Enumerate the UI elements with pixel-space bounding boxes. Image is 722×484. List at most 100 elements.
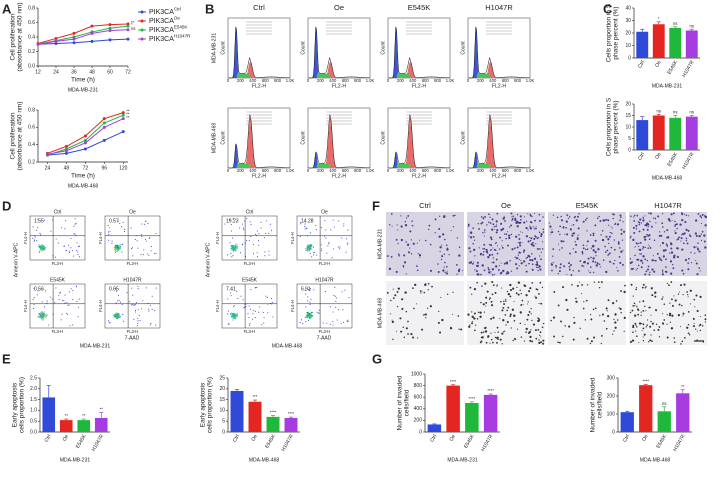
cell [527, 254, 530, 258]
cell [401, 298, 404, 301]
event-dot [155, 287, 157, 289]
cell [564, 325, 566, 327]
cell [651, 340, 653, 343]
cell [636, 214, 639, 217]
cell [496, 252, 499, 255]
cell [512, 215, 515, 217]
cell [417, 337, 419, 339]
plot-y-label: FL4-H [23, 232, 28, 244]
quadrant-value: 19.23 [226, 218, 239, 224]
cell [390, 313, 392, 315]
cell [632, 295, 634, 297]
cell [421, 328, 424, 331]
event-dot [232, 248, 234, 250]
cell [561, 247, 563, 249]
cell [653, 239, 656, 242]
cell [642, 336, 644, 338]
data-point [54, 36, 58, 40]
event-dot [41, 246, 43, 248]
event-dot [115, 314, 118, 316]
event-dot [263, 322, 265, 324]
cell [499, 338, 502, 341]
legend-name: Oe [174, 16, 181, 21]
cell [496, 341, 498, 344]
cell [494, 291, 497, 294]
cell [666, 236, 668, 239]
cell [481, 248, 483, 250]
cell [424, 313, 427, 316]
legend-label: PIK3CAH1047R [149, 34, 191, 43]
cell [589, 271, 591, 274]
cell [540, 235, 543, 238]
cell [672, 267, 675, 270]
event-dot [41, 310, 43, 313]
event-dot [132, 255, 134, 257]
significance: ns [690, 23, 694, 28]
cell [683, 232, 686, 235]
cell [644, 273, 647, 276]
cell [598, 215, 600, 218]
cell [582, 220, 585, 223]
cell [523, 221, 526, 224]
event-dot [239, 227, 241, 229]
event-dot [140, 308, 143, 310]
cell [520, 304, 523, 306]
cell [499, 318, 501, 320]
cell [516, 286, 518, 288]
y-axis-label: Annexin V-APC [13, 242, 19, 277]
data-point [102, 117, 106, 121]
cell [676, 247, 679, 250]
y-tick-label: 2.0 [30, 386, 37, 392]
cell [662, 226, 664, 228]
cell [468, 235, 470, 237]
event-dot [305, 248, 307, 250]
event-dot [268, 254, 270, 256]
event-dot [65, 220, 67, 222]
x-tick-label: Ctrl [637, 152, 646, 162]
cell [510, 327, 512, 329]
event-dot [116, 249, 118, 251]
cell [612, 217, 614, 220]
event-dot [112, 314, 115, 316]
event-dot [305, 306, 307, 308]
x-tick-label: 200 [477, 168, 485, 173]
cell [441, 318, 444, 322]
event-dot [264, 255, 266, 257]
event-dot [41, 244, 43, 246]
x-tick-label: 600 [422, 78, 430, 83]
significance: * [131, 22, 133, 27]
cell [527, 213, 529, 215]
event-dot [246, 217, 248, 220]
cell [690, 262, 693, 264]
x-tick-label: E545K [264, 433, 277, 450]
cell [646, 222, 649, 225]
cell [490, 317, 493, 320]
cell [572, 338, 575, 341]
cell [482, 251, 485, 253]
cell [607, 315, 610, 318]
cell [681, 248, 684, 251]
y-axis-label: Cells proportion in S [606, 97, 613, 156]
significance: ns [673, 110, 677, 115]
cell [659, 245, 662, 247]
cell [414, 283, 417, 287]
cell [520, 262, 523, 265]
cell [566, 273, 568, 275]
cell [656, 252, 659, 255]
cell [613, 239, 616, 241]
cell [684, 220, 687, 224]
cell [514, 256, 516, 258]
event-dot [304, 226, 306, 228]
quadrant-value: 0.56 [34, 286, 44, 292]
event-dot [42, 288, 44, 290]
y-axis-label: Count [380, 131, 386, 145]
cell [516, 221, 519, 224]
cell [524, 323, 526, 325]
significance: ** [126, 111, 130, 116]
cell [598, 263, 601, 266]
event-dot [42, 313, 44, 316]
event-dot [115, 245, 117, 247]
cell [516, 225, 519, 228]
cell [569, 264, 572, 267]
cell [559, 225, 562, 228]
